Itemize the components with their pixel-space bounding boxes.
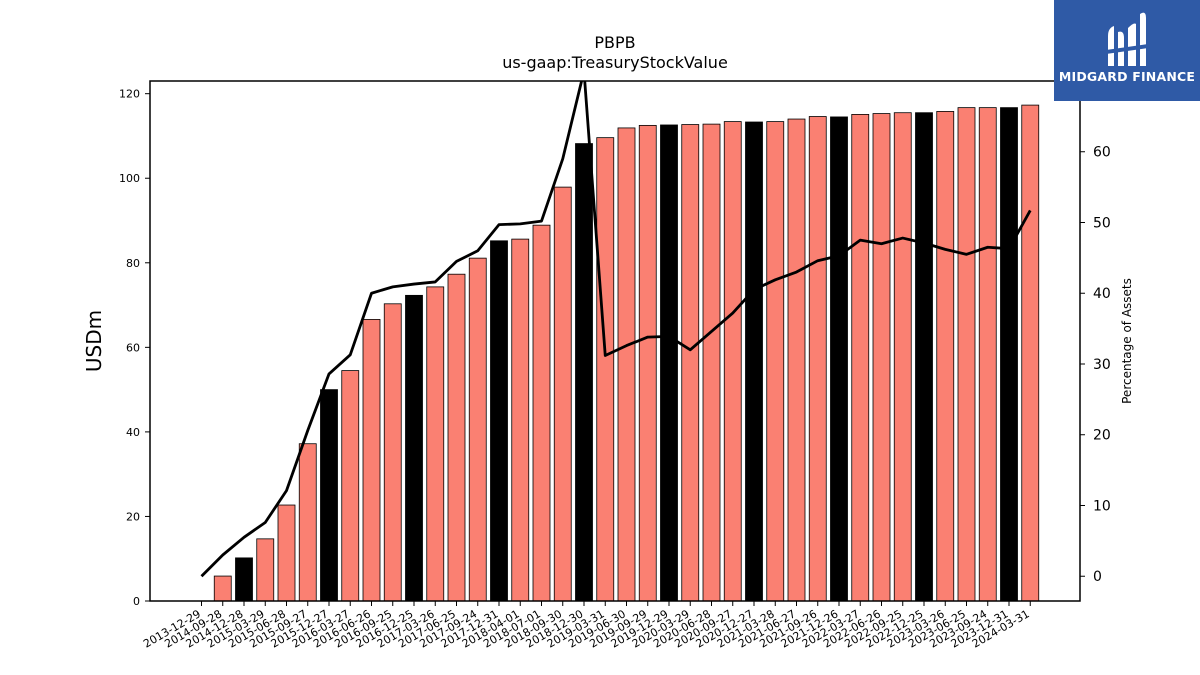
- y-tick-label-0: 0: [133, 595, 140, 608]
- bar-2022-09-25: [893, 112, 912, 602]
- pct-assets-line: [200, 81, 1032, 578]
- bar-2017-06-25: [447, 273, 466, 602]
- bar-2024-03-31: [1021, 104, 1040, 602]
- bar-2021-03-28: [766, 121, 785, 602]
- bar-2016-03-27: [341, 370, 360, 602]
- bar-2019-12-29: [660, 124, 678, 602]
- chart-subtitle: us-gaap:TreasuryStockValue: [502, 53, 728, 72]
- y-tick-label-60: 60: [126, 341, 140, 354]
- bar-2017-12-31: [490, 240, 508, 602]
- y2-tick-label-30: 30: [1093, 357, 1111, 373]
- y2-tick-label-40: 40: [1093, 286, 1111, 302]
- bar-2015-03-29: [256, 538, 275, 602]
- y2-tick-label-0: 0: [1093, 569, 1102, 585]
- bar-2020-03-29: [681, 124, 700, 602]
- plot-frame: [149, 80, 1081, 602]
- y2-tick-label-10: 10: [1093, 498, 1111, 514]
- bar-2014-09-28: [213, 575, 232, 602]
- bar-2016-06-26: [362, 319, 381, 602]
- bar-2020-12-27: [745, 121, 763, 602]
- bar-2021-09-26: [808, 116, 827, 602]
- y2-axis-label: Percentage of Assets: [1120, 278, 1134, 404]
- bar-2016-12-25: [405, 294, 423, 602]
- bar-2015-09-27: [298, 443, 317, 602]
- bar-2019-09-29: [638, 124, 657, 602]
- bar-2018-12-30: [575, 143, 593, 602]
- bar-2022-12-25: [915, 112, 933, 602]
- y2-tick-label-50: 50: [1093, 215, 1111, 231]
- brand-logo: MIDGARD FINANCE: [1054, 0, 1200, 101]
- y2-tick-label-60: 60: [1093, 145, 1111, 161]
- bar-2018-09-30: [553, 186, 572, 602]
- bar-2022-03-27: [851, 114, 870, 602]
- bar-2019-03-31: [596, 137, 615, 602]
- y-tick-label-20: 20: [126, 510, 140, 523]
- bar-2014-12-28: [235, 557, 253, 602]
- bar-2017-03-26: [426, 286, 445, 602]
- bar-2023-03-26: [936, 111, 955, 602]
- bar-2023-12-31: [1000, 107, 1018, 602]
- y-tick-label-120: 120: [119, 88, 140, 101]
- y2-tick-label-20: 20: [1093, 428, 1111, 444]
- line-layer: [200, 81, 1032, 578]
- bar-2017-09-24: [468, 257, 487, 602]
- bar-2023-09-24: [978, 107, 997, 602]
- bar-2020-06-28: [702, 123, 721, 602]
- bar-2022-06-26: [872, 113, 891, 602]
- bar-2016-09-25: [383, 303, 402, 602]
- bar-2023-06-25: [957, 107, 976, 602]
- y-axis-label: USDm: [82, 310, 106, 372]
- bars-group: [213, 104, 1040, 602]
- axes-group: 02040608010012001020304050602013-12-2920…: [119, 80, 1111, 651]
- bar-2020-09-27: [723, 121, 742, 602]
- bar-2021-12-26: [830, 116, 848, 602]
- bar-2015-12-27: [320, 389, 338, 602]
- bar-2018-04-01: [511, 238, 530, 602]
- logo-mark-icon: [1106, 12, 1148, 67]
- y-tick-label-100: 100: [119, 172, 140, 185]
- chart-title: PBPB: [594, 33, 635, 52]
- y-tick-label-80: 80: [126, 257, 140, 270]
- bar-2021-06-27: [787, 118, 806, 602]
- logo-text: MIDGARD FINANCE: [1058, 69, 1196, 84]
- bar-2018-07-01: [532, 224, 551, 602]
- bar-2015-06-28: [277, 504, 296, 602]
- y-tick-label-40: 40: [126, 426, 140, 439]
- bar-2019-06-30: [617, 127, 636, 602]
